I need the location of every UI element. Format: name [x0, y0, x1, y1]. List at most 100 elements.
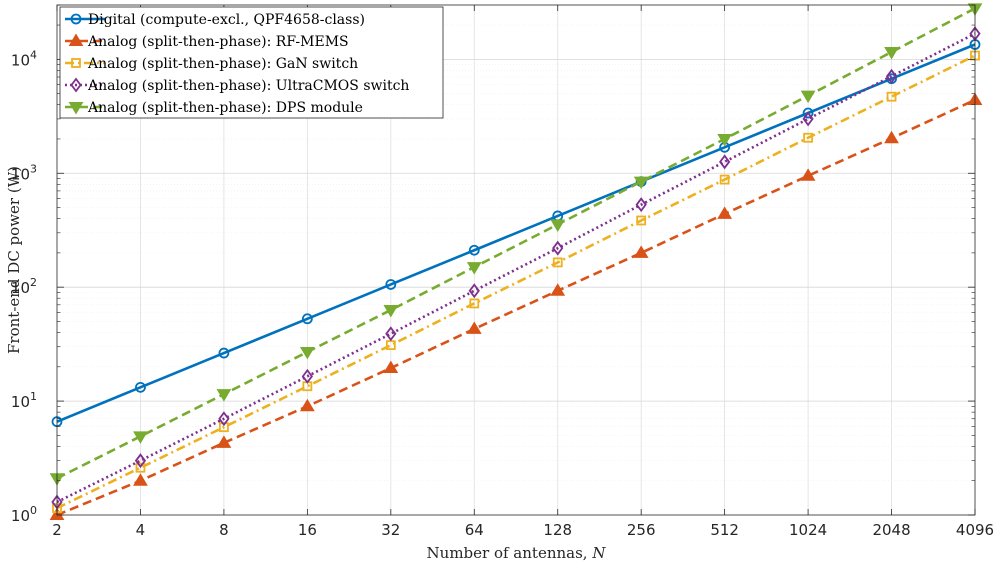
series-layer	[49, 3, 983, 520]
legend-entry: Analog (split-then-phase): DPS module	[65, 100, 363, 116]
data-point	[884, 130, 899, 144]
x-axis-label-text: Number of antennas,	[427, 544, 593, 562]
data-point	[385, 279, 397, 290]
data-point	[885, 68, 898, 84]
legend: Digital (compute-excl., QPF4658-class) An…	[59, 6, 444, 119]
x-axis-label: Number of antennas, N	[427, 544, 607, 562]
legend-marker	[70, 77, 82, 93]
data-point	[218, 411, 230, 427]
data-point	[218, 347, 230, 359]
plot-frame	[56, 4, 976, 516]
x-tick-label: 256	[627, 521, 656, 539]
x-tick-label: 32	[381, 521, 400, 539]
legend-marker	[68, 33, 84, 46]
y-tick-label: 102	[11, 276, 37, 297]
data-point	[466, 321, 482, 334]
x-tick-label: 2	[52, 521, 62, 539]
data-point	[301, 368, 313, 384]
y-tick-label-base: 10	[11, 507, 30, 525]
y-tick-label-exponent: 2	[30, 276, 37, 289]
legend-marker	[71, 58, 81, 68]
legend-label: Digital (compute-excl., QPF4658-class)	[88, 12, 365, 28]
legend-label: Analog (split-then-phase): RF-MEMS	[87, 34, 349, 50]
legend-marker	[68, 102, 84, 115]
data-point	[468, 283, 480, 299]
legend-entry: Digital (compute-excl., QPF4658-class)	[65, 12, 365, 28]
x-tick-label: 2048	[872, 521, 910, 539]
data-point	[135, 381, 146, 393]
y-tick-label-base: 10	[11, 279, 30, 297]
data-point	[550, 283, 566, 296]
legend-entry: Analog (split-then-phase): RF-MEMS	[65, 33, 349, 50]
data-point	[719, 174, 730, 185]
data-point	[636, 215, 647, 226]
x-axis-label-variable: N	[591, 544, 606, 562]
y-tick-label: 100	[11, 504, 37, 525]
y-tick-label-exponent: 4	[30, 48, 37, 61]
y-tick-label-base: 10	[11, 165, 30, 183]
y-tick-label: 101	[11, 390, 37, 411]
data-point	[719, 154, 731, 170]
data-point	[466, 262, 482, 275]
series-5	[49, 3, 983, 486]
legend-entry: Analog (split-then-phase): UltraCMOS swi…	[65, 77, 409, 94]
series-line	[56, 32, 976, 504]
data-point	[800, 90, 816, 104]
data-point	[633, 176, 649, 190]
x-tick-label: 8	[219, 521, 229, 539]
legend-entries: Digital (compute-excl., QPF4658-class) An…	[65, 12, 409, 116]
data-point	[886, 91, 897, 102]
data-point	[133, 431, 148, 444]
data-point	[717, 206, 733, 219]
data-point	[552, 240, 564, 256]
x-tick-label: 64	[465, 521, 484, 539]
data-point	[802, 107, 814, 119]
data-point	[385, 326, 397, 342]
data-point	[717, 133, 733, 147]
data-point	[216, 389, 232, 402]
data-point	[299, 398, 315, 412]
y-tick-label-exponent: 3	[30, 162, 37, 175]
data-point	[216, 435, 232, 448]
data-point	[633, 245, 649, 258]
data-point	[800, 168, 816, 181]
y-tick-label-exponent: 1	[30, 390, 37, 403]
y-tick-label: 103	[11, 162, 37, 183]
data-point	[635, 197, 647, 213]
data-point	[135, 462, 146, 473]
legend-label: Analog (split-then-phase): GaN switch	[87, 56, 358, 72]
x-tick-label: 512	[710, 521, 739, 539]
data-point	[550, 219, 566, 232]
y-tick-label-base: 10	[11, 51, 30, 69]
data-point	[884, 47, 899, 60]
data-point	[219, 422, 229, 433]
legend-label: Analog (split-then-phase): DPS module	[87, 100, 363, 116]
data-point	[468, 244, 480, 256]
legend-label: Analog (split-then-phase): UltraCMOS swi…	[87, 78, 409, 94]
data-point	[552, 257, 563, 268]
x-tick-label: 1024	[789, 521, 827, 539]
x-tick-labels: 2 4 8 16 32 64 128 256 512 1024 2048 4096	[52, 521, 994, 539]
y-axis-label: Front-end DC power (W)	[5, 166, 23, 354]
x-tick-label: 128	[543, 521, 572, 539]
y-tick-label-exponent: 0	[30, 504, 37, 517]
series-line	[56, 7, 976, 480]
legend-entry: Analog (split-then-phase): GaN switch	[65, 56, 358, 72]
legend-box	[59, 6, 444, 119]
data-point	[383, 360, 399, 374]
data-point	[383, 305, 399, 318]
data-point	[802, 111, 814, 127]
series-line	[56, 43, 976, 423]
data-point	[301, 313, 313, 325]
y-tick-label: 104	[11, 48, 37, 69]
data-point	[803, 132, 813, 143]
legend-marker	[70, 13, 82, 25]
x-tick-label: 4	[136, 521, 146, 539]
data-point	[299, 346, 315, 360]
data-point	[469, 298, 480, 309]
x-tick-label: 4096	[956, 521, 994, 539]
data-point	[134, 453, 147, 469]
data-point	[133, 473, 148, 486]
